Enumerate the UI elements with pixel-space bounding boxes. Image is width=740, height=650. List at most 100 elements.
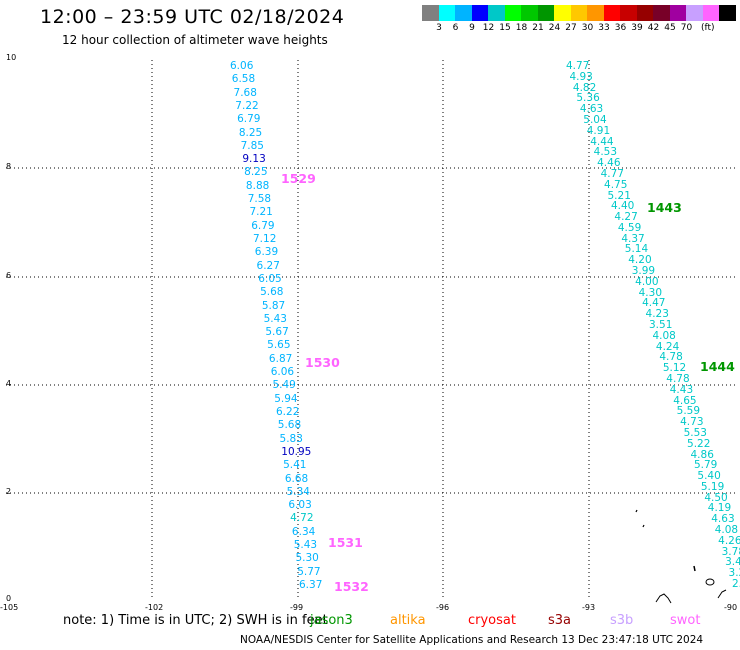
coastline <box>635 509 727 604</box>
legend-label: 42 <box>647 23 660 33</box>
legend-label: 45 <box>664 23 676 33</box>
wave-height-value: 6.79 <box>251 219 275 232</box>
legend-swatch <box>554 5 571 21</box>
legend-swatch <box>653 5 670 21</box>
legend-swatch <box>422 5 439 21</box>
wave-height-value: 6.06 <box>270 366 295 379</box>
satellite-name: altika <box>390 613 426 628</box>
satellite-name: jason3 <box>310 613 353 628</box>
legend-swatch <box>521 5 538 21</box>
page-title: 12:00 – 23:59 UTC 02/18/2024 <box>40 6 345 28</box>
wave-height-value: 4.86 <box>690 448 714 461</box>
wave-height-value: 5.49 <box>272 379 296 392</box>
wave-height-value: 6.22 <box>276 406 300 418</box>
legend-swatch <box>471 5 489 21</box>
legend-swatch <box>686 5 703 21</box>
legend-label: 39 <box>631 23 643 33</box>
wave-height-value: 3.47 <box>725 556 740 569</box>
pass-number-label: 1444 <box>700 359 735 374</box>
legend-label: 33 <box>598 23 610 33</box>
wave-height-value: 9.13 <box>242 153 266 166</box>
wave-height-value: 4.82 <box>572 81 597 94</box>
wave-height-value: 4.43 <box>669 383 694 396</box>
wave-height-value: 5.36 <box>576 92 600 105</box>
wave-height-value: 5.43 <box>263 312 287 325</box>
wave-height-value: 4.19 <box>707 502 732 515</box>
wave-height-value: 8.25 <box>244 166 268 179</box>
wave-height-value: 5.19 <box>700 480 725 493</box>
footer-note: note: 1) Time is in UTC; 2) SWH is in fe… <box>63 613 328 628</box>
satellite-name: cryosat <box>468 613 516 628</box>
y-tick-label: 0 <box>6 594 12 603</box>
legend-swatch <box>537 5 555 21</box>
legend-swatch <box>455 5 472 21</box>
wave-height-value: 5.65 <box>267 339 291 352</box>
wave-height-value: 4.91 <box>586 124 611 137</box>
wave-height-value: 5.87 <box>261 299 286 312</box>
wave-height-value: 5.43 <box>293 539 318 552</box>
wave-height-value: 4.65 <box>673 394 697 407</box>
legend-unit: (ft) <box>701 23 715 33</box>
wave-height-value: 4.37 <box>621 232 645 245</box>
legend-label: 3 <box>436 23 442 33</box>
wave-height-value: 8.88 <box>245 179 270 192</box>
satellite-name: s3a <box>548 613 572 628</box>
legend-label: 24 <box>548 23 561 33</box>
wave-height-value: 7.58 <box>247 193 272 206</box>
x-tick-label: -96 <box>436 603 450 612</box>
legend-label: 27 <box>565 23 577 33</box>
grid-lines <box>6 60 736 600</box>
x-tick-label: -90 <box>724 603 738 612</box>
wave-height-value: 4.26 <box>718 534 740 547</box>
x-tick-label: -93 <box>582 603 596 612</box>
wave-height-value: 4.78 <box>666 372 690 385</box>
x-tick-label: -99 <box>290 603 304 612</box>
wave-height-value: 7.68 <box>233 86 257 99</box>
wave-height-value: 7.22 <box>235 99 259 112</box>
wave-height-value: 4.50 <box>704 491 728 504</box>
wave-height-value: 6.87 <box>268 352 293 365</box>
y-tick-label: 4 <box>6 379 12 388</box>
wave-height-value: 4.53 <box>593 146 618 159</box>
wave-height-value: 10.95 <box>281 445 312 458</box>
wave-height-value: 4.59 <box>617 221 642 234</box>
wave-height-value: 6.34 <box>291 525 316 538</box>
wave-height-value: 4.44 <box>590 135 614 148</box>
wave-height-value: 4.46 <box>597 157 621 170</box>
wave-height-value: 4.78 <box>659 351 683 364</box>
wave-height-value: 5.40 <box>697 470 721 483</box>
wave-height-value: 5.21 <box>607 189 631 202</box>
wave-height-value: 6.39 <box>254 246 279 259</box>
legend-label: 30 <box>581 23 594 33</box>
wave-height-value: 2.91 <box>732 578 740 590</box>
wave-height-value: 5.30 <box>295 552 319 565</box>
wave-height-value: 6.79 <box>237 113 261 126</box>
legend-swatch <box>620 5 637 21</box>
x-tick-label: -105 <box>0 603 19 612</box>
pass-number-label: 1529 <box>281 171 316 186</box>
pass-number-label: 1443 <box>647 200 682 215</box>
wave-height-value: 4.08 <box>652 329 676 342</box>
pass-number-label: 1532 <box>334 579 369 594</box>
legend-label: 12 <box>482 23 495 33</box>
wave-height-value: 4.24 <box>655 340 680 353</box>
wave-height-value: 5.41 <box>283 459 307 472</box>
wave-height-value: 6.37 <box>299 579 323 591</box>
legend-label: 6 <box>452 23 459 33</box>
wave-height-value: 6.06 <box>230 60 254 72</box>
wave-height-value: 7.21 <box>249 206 273 219</box>
legend-swatch <box>636 5 654 21</box>
wave-height-value: 4.72 <box>290 512 314 525</box>
wave-height-value: 5.67 <box>265 326 289 339</box>
legend-swatch <box>702 5 720 21</box>
legend-swatch <box>603 5 621 21</box>
wave-height-value: 5.68 <box>260 286 284 299</box>
legend-swatch <box>669 5 687 21</box>
wave-height-value: 7.12 <box>253 233 277 245</box>
wave-height-value: 4.20 <box>628 254 652 267</box>
wave-height-value: 3.25 <box>728 567 740 580</box>
wave-height-value: 4.23 <box>645 308 669 321</box>
wave-height-value: 4.27 <box>614 211 638 224</box>
page-subtitle: 12 hour collection of altimeter wave hei… <box>62 33 328 47</box>
wave-height-value: 3.99 <box>631 265 656 278</box>
